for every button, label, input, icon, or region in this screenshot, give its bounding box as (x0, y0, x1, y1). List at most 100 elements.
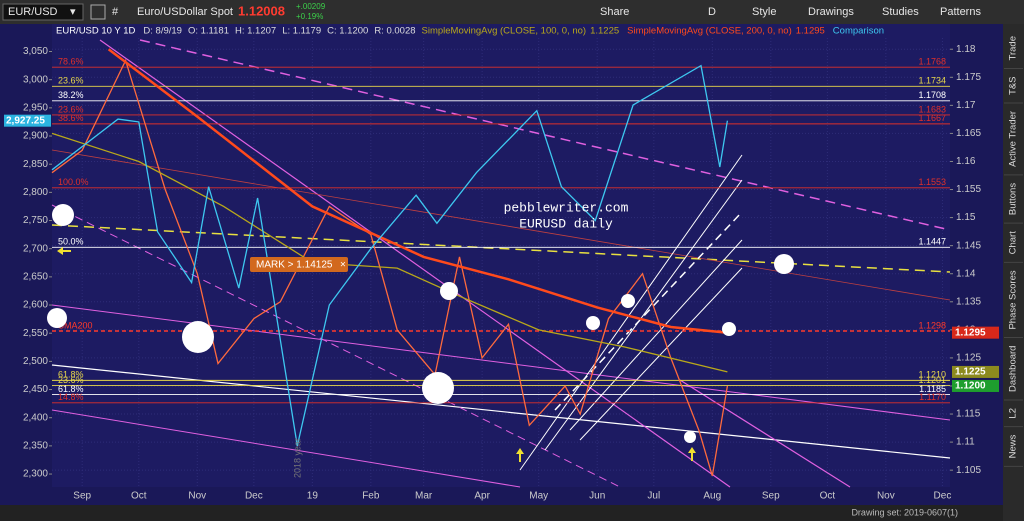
toolbar-button[interactable]: Drawings (808, 6, 854, 18)
y2-tick-label: 2,850 (23, 159, 48, 170)
level-label: 1.1170 (919, 392, 946, 402)
y2-tick-label: 2,750 (23, 215, 48, 226)
x-tick-label: Sep (762, 491, 780, 502)
axes: Sep Oct Nov Dec 19 Feb Mar Apr May Jun Jul Aug Sep Oc… (4, 44, 999, 502)
legend-text: Comparison (833, 26, 884, 37)
legend-text: L: 1.1179 (282, 26, 321, 37)
toolbar-button[interactable]: Studies (882, 6, 919, 18)
y-tick-label: 1.145 (956, 240, 981, 251)
last-price-label: 2,927.25 (6, 115, 45, 126)
y2-tick-label: 2,900 (23, 131, 48, 142)
mark-box[interactable] (250, 257, 348, 272)
sidebar-tab[interactable]: L2 (1008, 408, 1019, 419)
toolbar-button[interactable]: Style (752, 6, 776, 18)
y2-tick-label: 2,400 (23, 412, 48, 423)
series-line (51, 132, 728, 373)
fib-label: 38.2% (58, 90, 84, 100)
x-tick-label: Nov (188, 491, 206, 502)
y-tick-label: 1.14 (956, 268, 976, 279)
x-tick-label: Jul (647, 491, 660, 502)
legend-text: D: 8/9/19 (143, 26, 182, 37)
x-tick-label: Jun (589, 491, 605, 502)
series-line (51, 64, 729, 447)
y2-tick-label: 2,450 (23, 384, 48, 395)
left-axis-area (0, 24, 52, 505)
level-label: 1.1210 (918, 370, 946, 380)
last-price-box (952, 326, 999, 339)
arrow (516, 448, 524, 462)
trend-line (51, 149, 951, 301)
fib-label: 14.8% (58, 392, 84, 402)
fib-label: 61.8% (58, 384, 84, 394)
sidebar-tab[interactable]: News (1008, 434, 1019, 458)
sidebar-tab[interactable]: Dashboard (1008, 346, 1019, 392)
channel-line (519, 154, 743, 471)
y-tick-label: 1.18 (956, 44, 976, 55)
sidebar-tab[interactable]: Active Trader (1008, 111, 1019, 167)
last-price-box (952, 365, 999, 378)
legend-text: 1.1225 (590, 26, 619, 37)
legend-text: SimpleMovingAvg (CLOSE, 200, 0, no) (627, 26, 792, 37)
legend-text: C: 1.1200 (327, 26, 368, 37)
arrow (57, 247, 71, 255)
y-tick-label: 1.17 (956, 100, 976, 111)
mark-label[interactable]: MARK > 1.14125 (256, 260, 333, 271)
marker-circle (47, 308, 67, 328)
level-label: 1.1553 (918, 177, 946, 187)
plot-background (0, 24, 1003, 505)
x-tick-label: May (529, 491, 548, 502)
marker-circle (586, 316, 600, 330)
fib-label: SMA200 (58, 320, 93, 330)
sidebar (1003, 24, 1024, 521)
toolbar-button[interactable]: D (708, 6, 716, 18)
marker-circle (722, 322, 736, 336)
legend: EUR/USD 10 Y 1D D: 8/9/19 O: 1.1181 H: 1.12… (56, 26, 884, 37)
symbol-box[interactable] (2, 3, 84, 21)
toolbar-button[interactable]: Share (600, 6, 629, 18)
sidebar-tab[interactable]: Trade (1008, 36, 1019, 60)
series (51, 48, 729, 476)
marker-circle (684, 431, 696, 443)
footer (0, 505, 1003, 521)
y-tick-label: 1.11 (956, 437, 975, 448)
level-label: 1.1683 (918, 104, 946, 114)
x-axis-area (0, 487, 1003, 505)
sidebar-tab[interactable]: Phase Scores (1008, 270, 1019, 329)
levels: 1.1768 78.6% 1.1734 23.6% 1.1708 38.2% 1.1683 2… (52, 57, 950, 404)
trend-line (51, 204, 621, 488)
fib-label: 23.6% (58, 104, 84, 114)
settings-icon[interactable] (90, 4, 106, 20)
trend-line (51, 224, 951, 273)
level-label: 1.1298 (918, 320, 946, 330)
last-price-box (4, 114, 51, 127)
y-tick-label: 1.165 (956, 128, 981, 139)
level-label: 1.1447 (918, 237, 946, 247)
x-tick-label: Apr (474, 491, 490, 502)
toolbar (0, 0, 1024, 24)
toolbar-button[interactable]: Patterns (940, 6, 981, 18)
dropdown-icon[interactable]: ▾ (70, 6, 76, 18)
symbol[interactable]: EUR/USD (8, 6, 58, 18)
close-icon[interactable]: × (340, 260, 346, 271)
x-tick-label: Oct (131, 491, 147, 502)
sidebar-tab[interactable]: Chart (1008, 231, 1019, 255)
series-line (51, 58, 729, 476)
y2-tick-label: 2,300 (23, 469, 48, 480)
change: +.00209 (296, 2, 326, 11)
marker-circle (774, 254, 794, 274)
y2-tick-label: 3,050 (23, 46, 48, 57)
level-label: 1.1185 (919, 384, 946, 394)
level-label: 1.1768 (918, 57, 946, 67)
sidebar-tab[interactable]: T&S (1008, 76, 1019, 94)
trend-line (51, 409, 521, 488)
sidebar-tab[interactable]: Buttons (1008, 183, 1019, 215)
hash-icon[interactable]: # (112, 6, 119, 18)
x-tick-label: Sep (73, 491, 91, 502)
fib-label: 61.8% (58, 370, 84, 380)
watermark: pebblewriter.com (504, 200, 629, 215)
legend-text: EUR/USD 10 Y 1D (56, 26, 136, 37)
legend-text: H: 1.1207 (235, 26, 276, 37)
level-label: 1.1734 (918, 76, 946, 86)
year-note: 2018 year (292, 438, 302, 478)
